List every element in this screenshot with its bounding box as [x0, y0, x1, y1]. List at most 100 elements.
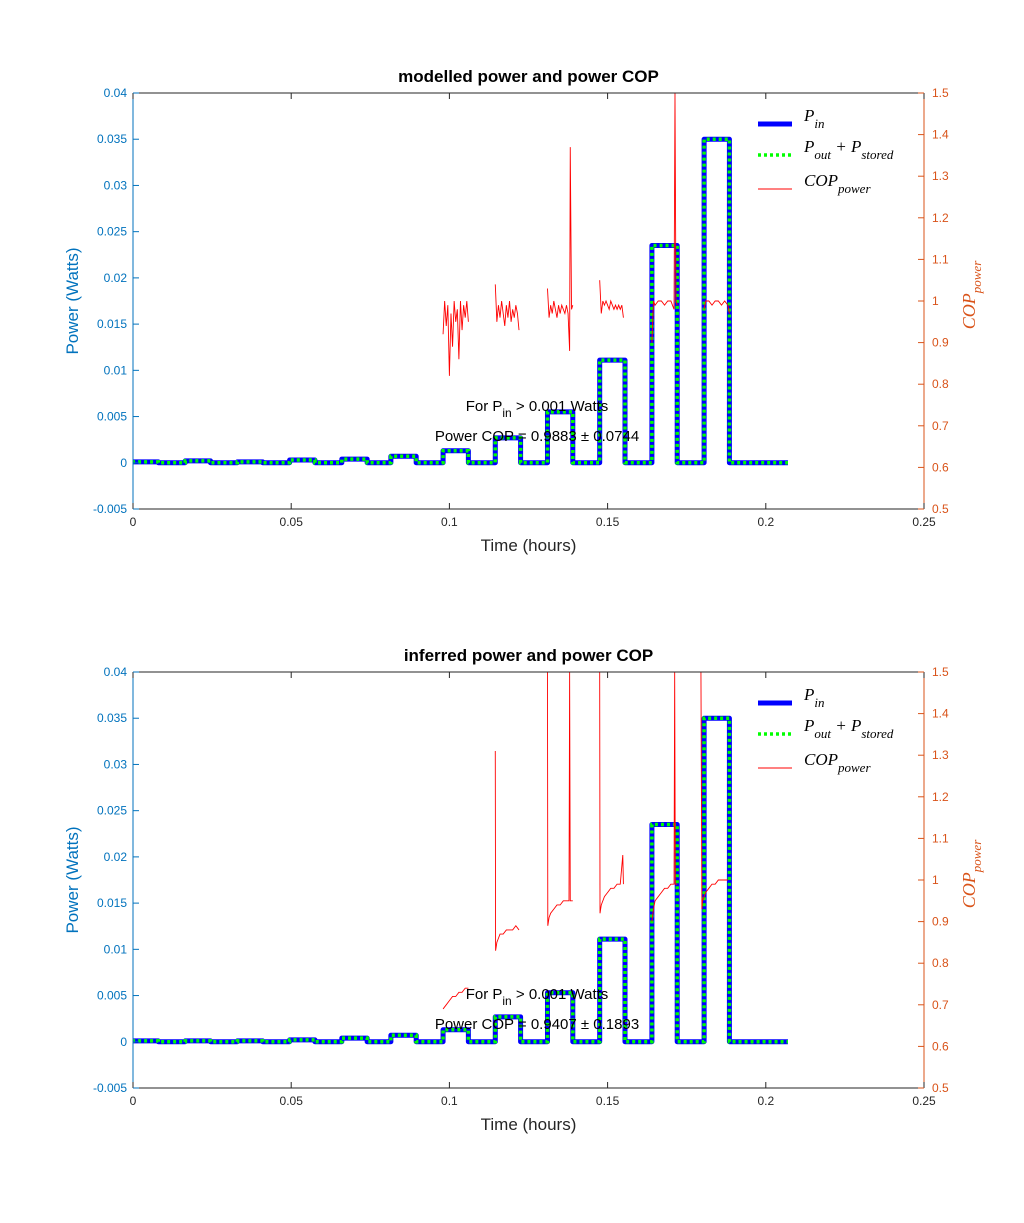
x-tick-label: 0	[130, 515, 137, 529]
y-right-axis-label: COPpower	[959, 839, 984, 908]
top-chart-panel: modelled power and power COP 0 0.05 0.1 0.15…	[63, 67, 984, 555]
cop-segment-4	[651, 93, 678, 343]
y-right-tick-label: 0.6	[932, 460, 949, 474]
cop-segment-2	[547, 147, 574, 351]
y-right-label-base: COP	[959, 872, 979, 908]
plot-area	[133, 93, 788, 466]
legend-text-part: out	[814, 147, 831, 162]
y-left-tick-label: 0.04	[104, 86, 128, 100]
y-left-tick-label: 0.005	[97, 410, 127, 424]
y-right-tick-label: 0.6	[932, 1039, 949, 1053]
cop-segment-3	[599, 280, 624, 318]
cop-segment-3	[599, 672, 624, 914]
y-right-tick-label: 1.1	[932, 252, 949, 266]
y-left-tick-label: 0.035	[97, 711, 127, 725]
y-left-tick-label: 0	[120, 1035, 127, 1049]
y-left-tick-label: 0.005	[97, 989, 127, 1003]
y-right-tick-label: 0.8	[932, 377, 949, 391]
y-right-label-base: COP	[959, 293, 979, 329]
annotation-line-2: Power COP = 0.9407 ± 0.1893	[435, 1016, 639, 1033]
chart-title: modelled power and power COP	[398, 67, 659, 86]
cop-segment-1	[494, 751, 520, 951]
y-left-tick-label: 0.04	[104, 665, 128, 679]
legend-label-p_in: Pin	[803, 106, 825, 131]
legend-text-part: power	[837, 760, 871, 775]
legend: Pin Pout + Pstored COPpower	[758, 685, 894, 775]
annotation-pre: For P	[466, 398, 503, 415]
legend-text-part: P	[803, 137, 814, 156]
annotation-pre: For P	[466, 986, 503, 1003]
x-tick-label: 0.05	[280, 1094, 304, 1108]
x-tick-label: 0.1	[441, 515, 458, 529]
legend-label-cop: COPpower	[804, 171, 871, 196]
legend-text-part: + P	[831, 137, 861, 156]
y-right-tick-label: 1.5	[932, 665, 949, 679]
legend-text-part: in	[814, 695, 824, 710]
legend-label-p_out_stored: Pout + Pstored	[803, 716, 894, 741]
annotation-line-1: For Pin > 0.001 Watts	[466, 398, 609, 420]
legend-text-part: + P	[831, 716, 861, 735]
cop-segment-4	[651, 672, 678, 922]
x-tick-label: 0.25	[912, 1094, 936, 1108]
p-in-line	[133, 715, 788, 1045]
x-tick-label: 0	[130, 1094, 137, 1108]
legend-label-p_out_stored: Pout + Pstored	[803, 137, 894, 162]
bottom-chart-panel: inferred power and power COP 0 0.05 0.1 0.15…	[63, 646, 984, 1134]
annotation-post: > 0.001 Watts	[512, 986, 609, 1003]
y-left-tick-label: 0	[120, 456, 127, 470]
y-right-tick-label: 0.9	[932, 915, 949, 929]
legend-text-part: power	[837, 181, 871, 196]
x-tick-label: 0.15	[596, 1094, 620, 1108]
legend-text-part: out	[814, 726, 831, 741]
legend-text-part: in	[814, 116, 824, 131]
x-tick-label: 0.2	[757, 515, 774, 529]
y-left-axis-label: Power (Watts)	[63, 247, 82, 354]
y-right-tick-label: 0.9	[932, 336, 949, 350]
x-axis-label: Time (hours)	[481, 536, 577, 555]
y-left-tick-label: 0.025	[97, 804, 127, 818]
legend-label-cop: COPpower	[804, 750, 871, 775]
y-right-tick-label: 1.1	[932, 831, 949, 845]
y-left-tick-label: -0.005	[93, 1081, 127, 1095]
x-tick-label: 0.15	[596, 515, 620, 529]
y-right-tick-label: 1.3	[932, 169, 949, 183]
y-right-tick-label: 1.2	[932, 790, 949, 804]
chart-title: inferred power and power COP	[404, 646, 653, 665]
legend-text-part: P	[803, 106, 814, 125]
annotation-line-2: Power COP = 0.9883 ± 0.0744	[435, 428, 639, 445]
annotation-sub: in	[502, 406, 511, 420]
y-right-tick-label: 1	[932, 294, 939, 308]
annotation-line-1: For Pin > 0.001 Watts	[466, 986, 609, 1008]
legend-label-p_in: Pin	[803, 685, 825, 710]
y-right-tick-label: 0.7	[932, 998, 949, 1012]
y-right-tick-label: 1.4	[932, 128, 949, 142]
y-right-tick-label: 1.4	[932, 707, 949, 721]
legend-text-part: P	[803, 716, 814, 735]
cop-segment-5	[700, 672, 728, 910]
y-right-tick-label: 0.5	[932, 502, 949, 516]
y-left-tick-label: -0.005	[93, 502, 127, 516]
y-left-tick-label: 0.02	[104, 850, 128, 864]
legend-text-part: COP	[804, 750, 838, 769]
plot-area	[133, 672, 788, 1045]
cop-segment-0	[442, 987, 469, 1010]
y-left-tick-label: 0.03	[104, 178, 128, 192]
y-left-axis-label: Power (Watts)	[63, 826, 82, 933]
cop-segment-2	[547, 672, 573, 926]
annotation-post: > 0.001 Watts	[512, 398, 609, 415]
x-tick-label: 0.25	[912, 515, 936, 529]
y-left-tick-label: 0.01	[104, 363, 128, 377]
x-tick-label: 0.05	[280, 515, 304, 529]
annotation-sub: in	[502, 994, 511, 1008]
y-right-label-sub: power	[969, 839, 984, 873]
y-left-tick-label: 0.015	[97, 317, 127, 331]
x-tick-label: 0.2	[757, 1094, 774, 1108]
y-left-tick-label: 0.025	[97, 225, 127, 239]
cop-segment-0	[442, 300, 469, 376]
x-tick-label: 0.1	[441, 1094, 458, 1108]
y-right-tick-label: 1.5	[932, 86, 949, 100]
y-left-tick-label: 0.035	[97, 132, 127, 146]
cop-segment-5	[703, 300, 730, 314]
y-right-tick-label: 0.7	[932, 419, 949, 433]
